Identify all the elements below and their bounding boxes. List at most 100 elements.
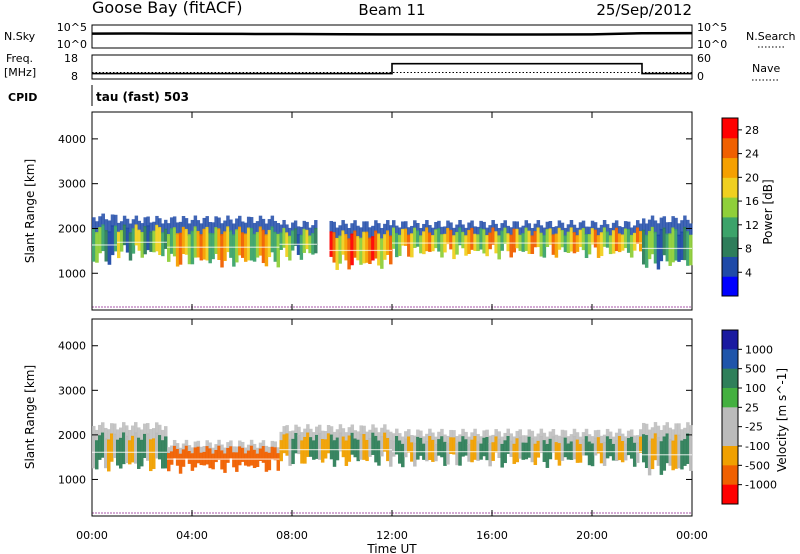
velocity-panel-band-core <box>181 449 186 467</box>
power-panel-band-edge <box>647 219 652 233</box>
ytick-label: 1000 <box>58 267 86 280</box>
velocity-panel-band-edge <box>125 425 129 438</box>
power-colorbar-frame <box>721 117 739 297</box>
power-panel-band-edge <box>626 221 631 231</box>
velocity-panel-band-core <box>264 451 269 472</box>
power-panel-band-edge <box>614 220 619 229</box>
velocity-panel-band-edge <box>479 436 483 445</box>
velocity-panel-band-edge <box>674 423 678 437</box>
velocity-panel-band-edge <box>611 436 616 445</box>
power-panel-band-edge <box>524 220 529 229</box>
velocity-panel-band-edge <box>602 434 607 444</box>
power-panel-band-edge <box>620 227 625 236</box>
power-panel-band-edge <box>181 215 186 229</box>
freq-tick-low: 8 <box>71 70 78 83</box>
power-panel-band-core <box>470 227 474 250</box>
velocity-panel-band-edge <box>128 429 132 442</box>
power-panel-band-core <box>196 230 201 258</box>
power-panel-band-edge <box>341 220 345 232</box>
velocity-ylabel: Slant Range [km] <box>23 365 37 469</box>
freq-strip-frame <box>91 54 693 80</box>
velocity-panel-band-core <box>258 448 263 461</box>
power-colorbar-segment <box>722 118 738 139</box>
power-panel-band-core <box>380 238 384 269</box>
power-panel-band-core <box>359 237 363 265</box>
velocity-panel-band-edge <box>202 446 206 453</box>
power-panel-band-edge <box>416 223 420 232</box>
power-panel-band-edge <box>536 220 541 229</box>
velocity-panel-band-edge <box>365 431 369 442</box>
velocity-panel-band-edge <box>566 436 571 445</box>
velocity-panel-band-edge <box>196 440 201 448</box>
velocity-panel-band-edge <box>344 432 349 442</box>
velocity-panel-band-edge <box>515 430 520 440</box>
velocity-panel-band-core <box>431 439 435 462</box>
power-panel-band-edge <box>431 227 435 237</box>
velocity-panel-band-core <box>140 439 144 467</box>
velocity-panel-band-core <box>488 443 492 467</box>
velocity-panel-band-core <box>119 437 123 469</box>
xtick-label: 20:00 <box>576 529 608 542</box>
power-panel-band-core <box>217 228 221 260</box>
velocity-panel-band-core <box>329 434 334 460</box>
velocity-panel-band-core <box>638 436 643 453</box>
power-colorbar-segment <box>722 137 738 159</box>
power-panel-band-edge <box>602 220 607 229</box>
velocity-colorbar-segment <box>722 388 738 408</box>
velocity-panel-band-core <box>413 442 417 467</box>
velocity-panel-band-edge <box>539 428 544 438</box>
velocity-colorbar-segment <box>722 484 738 505</box>
velocity-panel-band-edge <box>395 428 399 438</box>
power-panel-band-edge <box>500 223 504 232</box>
power-panel <box>91 111 693 311</box>
velocity-panel-band-edge <box>467 436 471 446</box>
velocity-panel-band-core <box>214 449 218 463</box>
velocity-panel-band-core <box>220 450 224 470</box>
velocity-panel-band-core <box>125 435 129 464</box>
velocity-panel-band-edge <box>187 445 192 452</box>
power-panel-band-edge <box>642 218 646 232</box>
power-panel-band-core <box>458 227 462 246</box>
cpid-value: tau (fast) 503 <box>96 90 189 104</box>
power-panel-band-edge <box>518 227 523 236</box>
velocity-panel-band-edge <box>315 426 319 437</box>
power-panel-band-edge <box>689 223 693 237</box>
velocity-panel-band-core <box>335 437 340 461</box>
velocity-panel-band-edge <box>599 435 604 445</box>
velocity-panel-band-edge <box>377 432 381 442</box>
power-panel-band-core <box>232 234 236 267</box>
power-panel-band-edge <box>452 227 456 237</box>
velocity-panel-band-edge <box>458 434 462 443</box>
power-panel-band-edge <box>293 220 298 230</box>
power-panel-band-core <box>485 235 489 257</box>
power-panel-band-core <box>428 232 432 252</box>
velocity-panel-band-edge <box>199 446 204 454</box>
power-panel-band-edge <box>365 221 369 234</box>
velocity-panel-band-core <box>659 441 664 475</box>
velocity-panel-streak <box>92 451 167 453</box>
velocity-panel-band-core <box>279 440 283 462</box>
power-panel-band-core <box>689 234 693 266</box>
velocity-panel-band-core <box>371 432 375 455</box>
velocity-panel-band-edge <box>584 428 589 438</box>
velocity-panel-band-edge <box>350 424 355 434</box>
power-panel-band-core <box>419 235 423 254</box>
velocity-panel-band-core <box>530 438 535 463</box>
power-panel-band-core <box>276 233 280 268</box>
power-panel-band-core <box>494 231 498 254</box>
power-panel-band-core <box>662 227 667 256</box>
power-panel-band-core <box>95 232 99 263</box>
power-panel-band-edge <box>232 223 236 236</box>
velocity-panel-band-core <box>617 436 622 461</box>
power-panel-band-edge <box>635 220 640 229</box>
velocity-panel-band-edge <box>246 444 251 452</box>
power-colorbar-segment <box>722 236 738 257</box>
velocity-panel-band-edge <box>104 427 108 440</box>
velocity-panel-band-core <box>338 432 343 452</box>
power-panel-band-core <box>479 228 483 250</box>
velocity-panel-band-core <box>196 446 201 464</box>
power-panel-band-core <box>407 234 411 257</box>
nsearch-label: N.Search <box>746 30 796 43</box>
velocity-panel-band-core <box>548 438 553 460</box>
power-panel-band-edge <box>395 225 399 235</box>
